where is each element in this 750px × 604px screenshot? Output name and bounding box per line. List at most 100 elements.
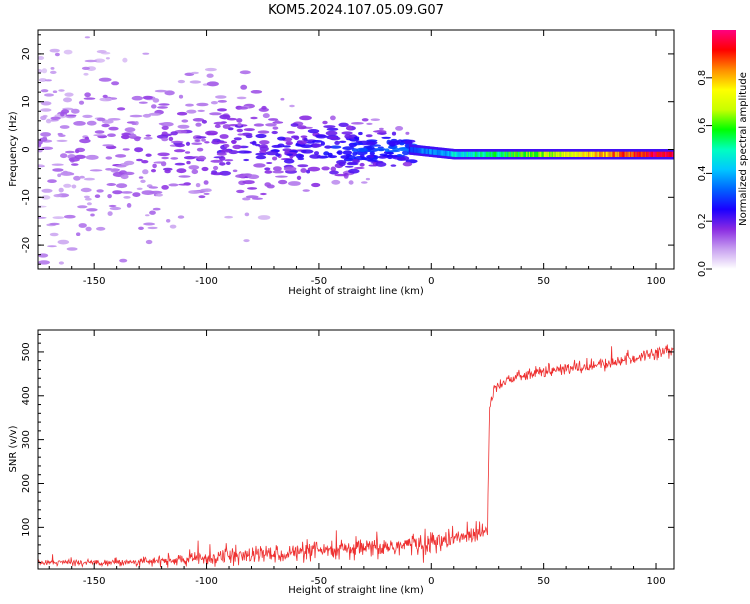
signal-band-core	[430, 149, 433, 155]
signal-band-core	[538, 151, 541, 157]
signal-band-core	[640, 151, 643, 157]
signal-band-core	[508, 151, 511, 157]
signal-band-core	[485, 151, 488, 157]
signal-band-core	[507, 151, 510, 157]
spectral-blob	[80, 187, 92, 193]
spectral-blob	[56, 139, 68, 142]
spectral-blob	[57, 173, 62, 178]
spectral-blob	[38, 78, 47, 82]
spectral-blob	[161, 131, 168, 135]
spectral-blob	[102, 144, 114, 147]
signal-band-core	[489, 151, 492, 157]
signal-band-core	[596, 151, 599, 157]
spectral-blob	[60, 112, 65, 117]
spectral-blob	[41, 68, 48, 74]
spectral-blob	[300, 144, 313, 149]
signal-band-core	[620, 151, 623, 157]
spectral-blob	[225, 161, 231, 165]
signal-band-core	[619, 151, 622, 157]
spectral-blob	[82, 114, 93, 118]
spectral-blob	[286, 131, 296, 134]
spectral-blob	[203, 188, 212, 192]
spectral-blob	[185, 141, 191, 146]
spectral-blob	[217, 141, 228, 144]
spectral-blob	[293, 135, 300, 141]
spectral-blob	[191, 169, 199, 175]
spectral-blob	[101, 123, 110, 128]
spectral-blob	[131, 95, 143, 101]
spectral-blob	[245, 134, 253, 139]
spectral-blob	[79, 175, 85, 179]
spectral-blob	[206, 73, 214, 78]
spectral-blob	[258, 107, 269, 112]
spectral-blob	[134, 147, 144, 153]
colorbar-tick-label: 0.4	[697, 165, 708, 181]
spectral-blob	[105, 57, 110, 60]
colorbar-gradient	[712, 30, 736, 269]
spectral-blob	[121, 132, 131, 136]
spectral-blob	[83, 97, 96, 100]
spectral-blob	[297, 164, 309, 168]
signal-band-core	[550, 151, 553, 157]
x-tick-label: 50	[537, 276, 550, 287]
signal-band-core	[535, 151, 538, 157]
spectrogram-y-ticks: -20 -10 0 10 20	[21, 34, 674, 265]
spectral-blob	[265, 123, 277, 127]
spectral-blob	[250, 90, 263, 94]
signal-band-core	[643, 151, 646, 157]
spectral-blob	[93, 134, 106, 137]
spectral-blob	[280, 97, 285, 101]
spectral-blob	[168, 136, 174, 142]
signal-band-core	[541, 151, 544, 157]
spectral-blob	[40, 115, 47, 121]
spectral-blob	[219, 114, 231, 120]
signal-band-core	[604, 151, 607, 157]
signal-band-core	[630, 151, 633, 157]
signal-band-core	[481, 151, 484, 157]
spectral-blob	[84, 59, 98, 63]
signal-band-core	[559, 151, 562, 157]
colorbar-tick-label: 0.2	[697, 213, 708, 229]
spectral-blob	[405, 131, 410, 135]
signal-band-core	[411, 147, 414, 153]
spectral-blob	[186, 109, 197, 114]
spectral-blob	[297, 125, 307, 130]
signal-band-core	[603, 151, 606, 157]
spectral-blob	[297, 157, 305, 161]
spectral-blob	[277, 143, 285, 148]
signal-band-core	[488, 151, 491, 157]
signal-band-core	[631, 151, 634, 157]
spectral-blob	[58, 89, 65, 92]
spectral-blob	[51, 163, 64, 166]
x-tick-label: -100	[195, 276, 218, 287]
signal-band-core	[526, 151, 529, 157]
spectral-blob	[129, 114, 143, 118]
signal-band-core	[452, 151, 455, 157]
signal-band-core	[627, 151, 630, 157]
spectral-blob	[300, 168, 307, 173]
spectral-blob	[197, 155, 207, 161]
signal-band-core	[666, 151, 669, 157]
signal-band-core	[523, 151, 526, 157]
spectral-blob	[243, 158, 250, 162]
spectral-blob	[66, 247, 78, 251]
spectral-blob	[348, 180, 354, 185]
spectral-blob	[169, 224, 177, 229]
spectral-blob	[217, 108, 227, 112]
spectral-blob	[183, 156, 196, 160]
spectral-blob	[105, 156, 113, 160]
signal-band-core	[661, 151, 664, 157]
spectral-blob	[354, 136, 360, 140]
spectral-blob	[402, 161, 413, 167]
signal-band-core	[484, 151, 487, 157]
spectral-blob	[219, 156, 226, 161]
signal-band-core	[530, 151, 533, 157]
spectral-blob	[153, 161, 166, 164]
spectral-blob	[309, 154, 322, 159]
signal-band-core	[655, 151, 658, 157]
signal-band-core	[434, 149, 437, 155]
spectral-blob	[262, 113, 270, 119]
spectral-blob	[45, 118, 52, 124]
spectral-blob	[60, 153, 68, 159]
